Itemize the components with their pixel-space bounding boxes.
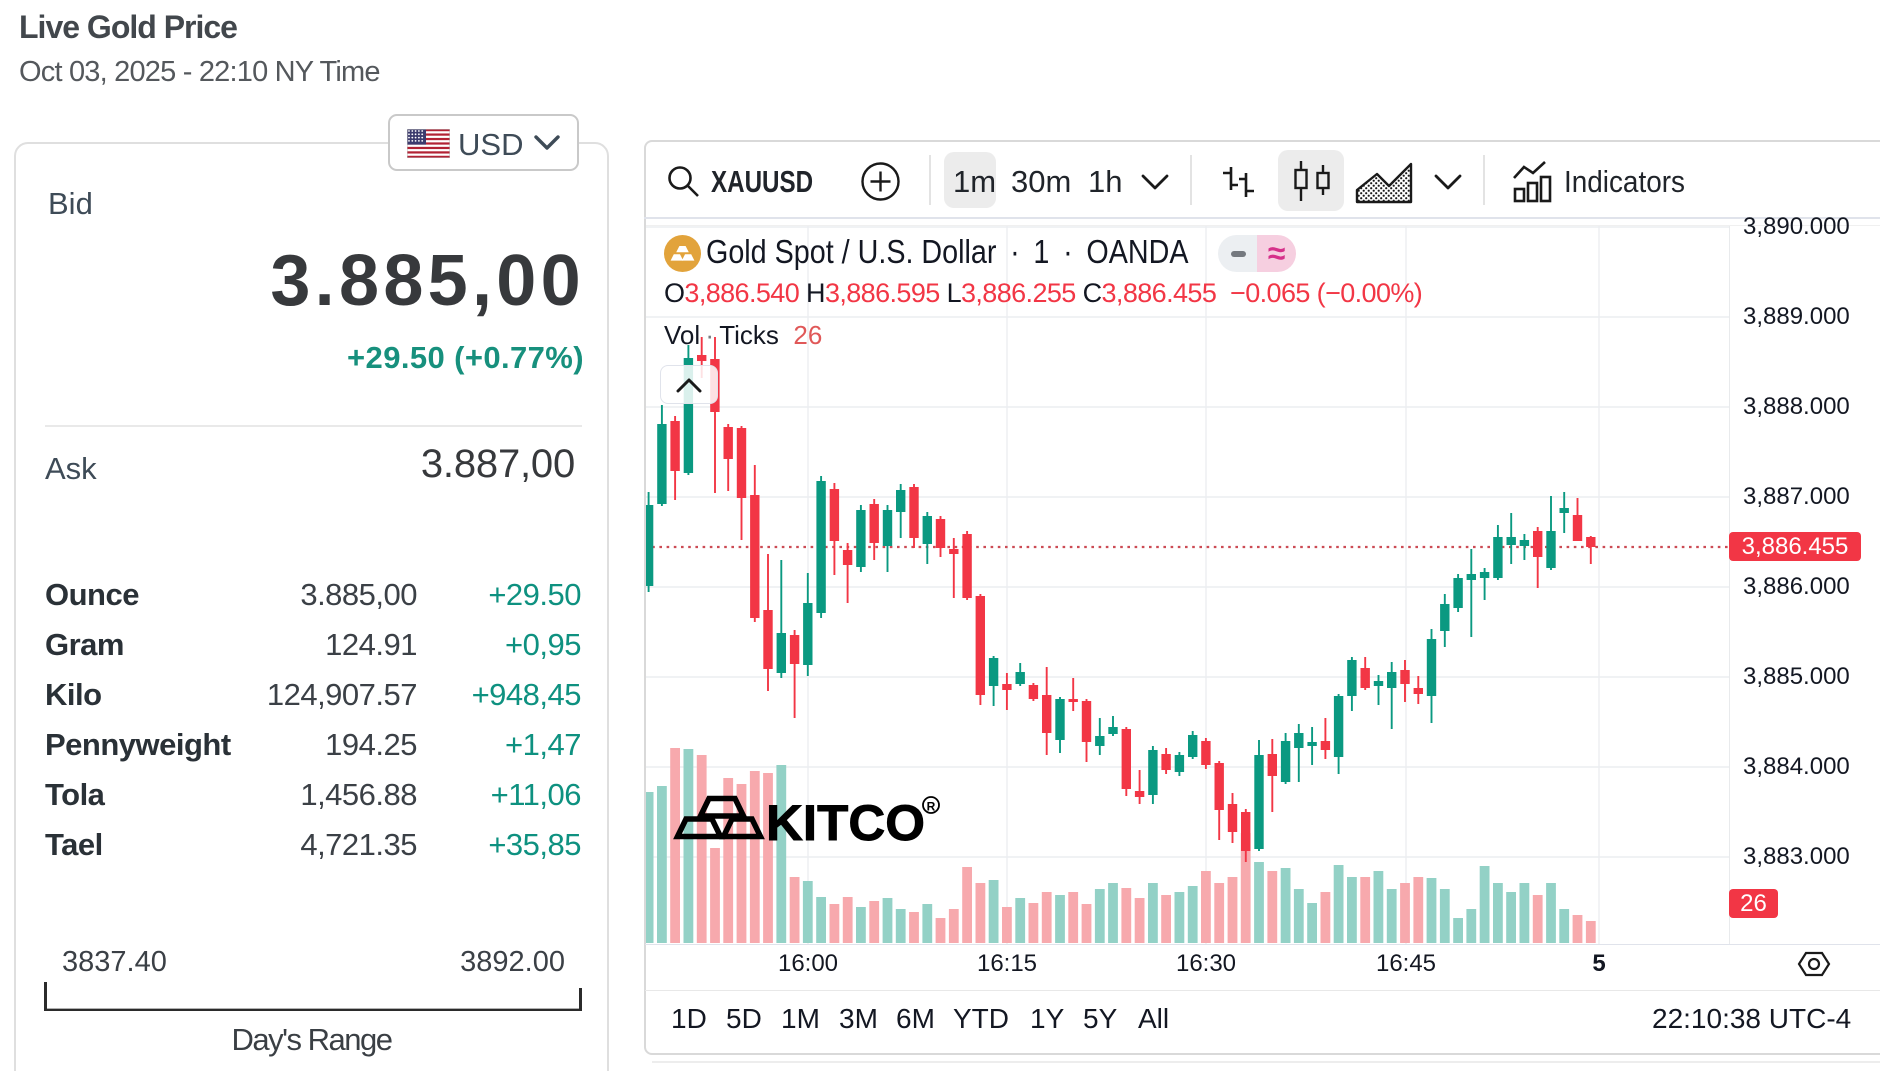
svg-text:KITCO: KITCO (766, 795, 925, 851)
svg-text:≈: ≈ (1268, 235, 1286, 271)
svg-text:R: R (927, 800, 936, 814)
